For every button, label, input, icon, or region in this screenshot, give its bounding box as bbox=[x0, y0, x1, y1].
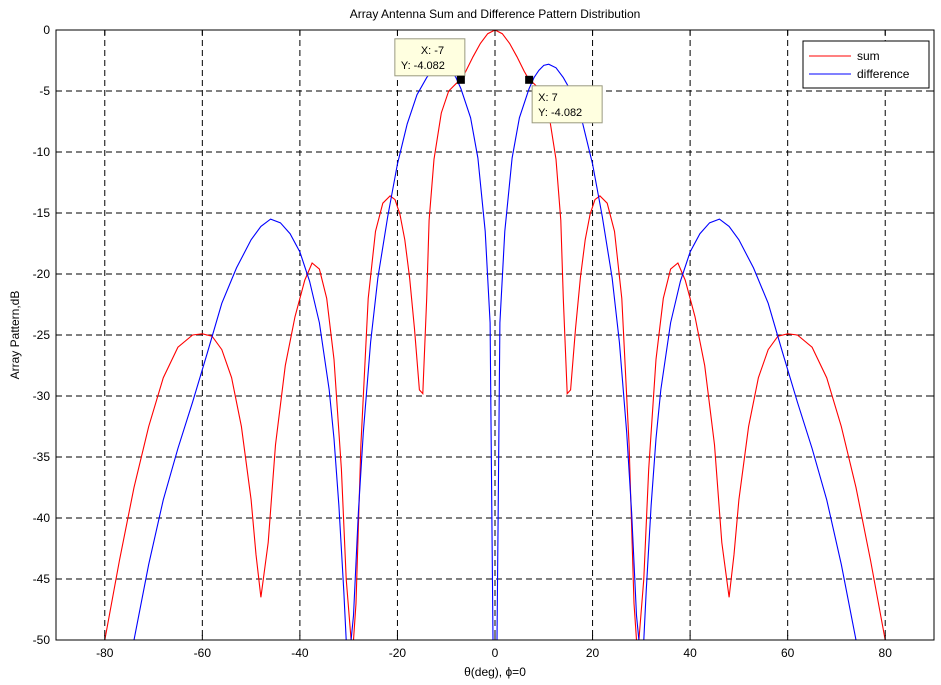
datatip-x-text: X: 7 bbox=[538, 92, 558, 104]
y-tick-label: -30 bbox=[33, 389, 51, 403]
y-tick-label: -25 bbox=[33, 328, 51, 342]
y-axis-label: Array Pattern,dB bbox=[8, 291, 22, 380]
x-tick-label: -80 bbox=[96, 646, 114, 660]
y-tick-label: -50 bbox=[33, 633, 51, 647]
legend-label-sum: sum bbox=[857, 49, 880, 63]
y-tick-label: -40 bbox=[33, 511, 51, 525]
chart-title: Array Antenna Sum and Difference Pattern… bbox=[350, 7, 641, 21]
x-axis-label: θ(deg), ϕ=0 bbox=[464, 665, 526, 679]
x-tick-label: 0 bbox=[492, 646, 499, 660]
x-tick-label: -20 bbox=[389, 646, 407, 660]
y-tick-label: -15 bbox=[33, 206, 51, 220]
x-tick-label: -40 bbox=[291, 646, 309, 660]
datatip-box bbox=[531, 85, 603, 124]
legend: sum difference bbox=[802, 40, 930, 89]
datatip-marker bbox=[456, 75, 465, 84]
plot-area: -80 -60 -40 -20 0 20 40 60 80 0 -5 -10 -15 -20 -25 -30 -… bbox=[33, 23, 935, 660]
datatip-y-text: Y: -4.082 bbox=[401, 60, 445, 72]
datatip-y-text: Y: -4.082 bbox=[538, 107, 582, 119]
legend-label-difference: difference bbox=[857, 67, 910, 81]
y-tick-label: 0 bbox=[43, 23, 50, 37]
y-tick-label: -45 bbox=[33, 572, 51, 586]
datatip-box bbox=[394, 38, 466, 77]
y-tick-label: -10 bbox=[33, 145, 51, 159]
legend-box bbox=[802, 40, 930, 89]
datatip-x-text: X: -7 bbox=[421, 45, 444, 57]
x-tick-label: 20 bbox=[586, 646, 600, 660]
x-tick-label: -60 bbox=[194, 646, 212, 660]
series-line-difference bbox=[133, 63, 857, 640]
x-tick-label: 60 bbox=[781, 646, 795, 660]
datatip: X: 7 Y: -4.082 bbox=[525, 75, 603, 124]
y-tick-label: -5 bbox=[39, 84, 50, 98]
datatip: X: -7 Y: -4.082 bbox=[394, 38, 466, 84]
x-tick-label: 40 bbox=[683, 646, 697, 660]
datatip-marker bbox=[525, 75, 534, 84]
y-tick-label: -35 bbox=[33, 450, 51, 464]
series-line-sum bbox=[104, 30, 886, 640]
x-tick-label: 80 bbox=[879, 646, 893, 660]
y-tick-label: -20 bbox=[33, 267, 51, 281]
